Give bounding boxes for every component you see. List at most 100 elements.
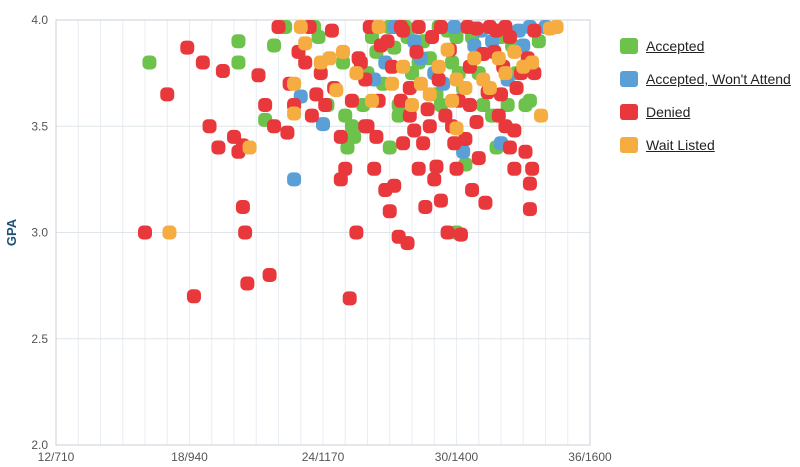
data-point-2 bbox=[313, 66, 328, 81]
data-point-1 bbox=[316, 117, 330, 132]
data-point-2 bbox=[522, 202, 537, 217]
data-point-3 bbox=[467, 51, 482, 66]
data-point-2 bbox=[324, 23, 339, 38]
data-point-2 bbox=[382, 204, 397, 219]
data-point-2 bbox=[409, 44, 424, 59]
data-point-3 bbox=[298, 36, 313, 51]
data-point-1 bbox=[447, 20, 462, 34]
x-tick-label: 30/1400 bbox=[435, 450, 479, 464]
data-point-2 bbox=[360, 119, 375, 134]
legend-label: Accepted bbox=[646, 38, 705, 54]
data-point-2 bbox=[262, 268, 277, 282]
plot-frame bbox=[55, 19, 591, 446]
data-point-0 bbox=[267, 38, 282, 53]
data-point-2 bbox=[258, 98, 273, 112]
data-point-3 bbox=[384, 76, 399, 91]
data-point-0 bbox=[311, 30, 326, 44]
data-point-2 bbox=[351, 51, 366, 66]
y-tick-label: 2.5 bbox=[31, 332, 48, 346]
data-point-0 bbox=[336, 55, 351, 70]
legend-swatch-accepted-wont-attend bbox=[620, 71, 638, 87]
legend-swatch-wait-listed bbox=[620, 137, 638, 153]
data-point-2 bbox=[509, 81, 524, 95]
legend: Accepted Accepted, Won't Attend Denied W… bbox=[620, 36, 791, 168]
data-point-2 bbox=[318, 98, 333, 112]
data-point-2 bbox=[369, 129, 384, 144]
data-point-2 bbox=[433, 193, 448, 208]
data-point-2 bbox=[491, 108, 506, 123]
legend-label: Denied bbox=[646, 104, 691, 120]
data-point-2 bbox=[427, 172, 442, 187]
y-tick-label: 3.0 bbox=[31, 226, 48, 240]
data-point-2 bbox=[215, 64, 230, 78]
data-point-2 bbox=[431, 72, 446, 87]
x-tick-label: 12/710 bbox=[38, 450, 75, 464]
data-point-3 bbox=[534, 108, 549, 123]
data-point-3 bbox=[458, 81, 473, 95]
data-point-0 bbox=[445, 55, 460, 70]
data-point-3 bbox=[371, 20, 386, 34]
data-point-2 bbox=[458, 132, 473, 146]
data-point-3 bbox=[498, 66, 513, 81]
data-point-2 bbox=[498, 20, 513, 34]
data-point-2 bbox=[425, 30, 440, 44]
data-point-0 bbox=[382, 140, 397, 155]
data-point-2 bbox=[418, 200, 433, 214]
data-point-0 bbox=[531, 34, 546, 49]
data-point-2 bbox=[507, 161, 522, 176]
data-point-2 bbox=[411, 161, 426, 176]
data-point-0 bbox=[391, 108, 406, 123]
data-point-1 bbox=[407, 34, 422, 49]
data-point-3 bbox=[364, 93, 379, 108]
data-point-3 bbox=[405, 98, 419, 112]
data-point-3 bbox=[287, 76, 302, 91]
data-point-2 bbox=[251, 68, 266, 83]
data-point-2 bbox=[527, 66, 542, 81]
data-point-3 bbox=[422, 87, 437, 102]
data-point-2 bbox=[438, 108, 453, 123]
data-point-0 bbox=[433, 98, 448, 112]
data-point-2 bbox=[304, 108, 319, 123]
y-tick-label: 4.0 bbox=[31, 13, 48, 27]
legend-swatch-denied bbox=[620, 104, 638, 120]
data-point-2 bbox=[202, 119, 217, 134]
data-point-2 bbox=[195, 55, 210, 70]
data-point-2 bbox=[527, 23, 542, 38]
data-point-3 bbox=[507, 44, 522, 59]
data-point-2 bbox=[440, 225, 455, 240]
data-point-2 bbox=[240, 276, 255, 291]
data-point-3 bbox=[322, 51, 337, 66]
data-point-2 bbox=[342, 291, 357, 306]
legend-item-wait-listed[interactable]: Wait Listed bbox=[620, 135, 791, 155]
data-point-2 bbox=[507, 123, 522, 138]
legend-item-accepted-wont-attend[interactable]: Accepted, Won't Attend bbox=[620, 69, 791, 89]
data-point-3 bbox=[440, 42, 455, 57]
data-point-3 bbox=[482, 81, 497, 95]
data-point-2 bbox=[396, 136, 411, 151]
data-point-2 bbox=[460, 20, 475, 34]
data-point-2 bbox=[271, 20, 286, 34]
data-point-3 bbox=[549, 20, 564, 34]
data-point-2 bbox=[309, 87, 324, 102]
data-point-3 bbox=[431, 59, 446, 74]
data-point-3 bbox=[242, 140, 257, 155]
data-point-2 bbox=[380, 34, 395, 49]
data-point-2 bbox=[180, 40, 195, 55]
legend-item-denied[interactable]: Denied bbox=[620, 102, 791, 122]
data-point-2 bbox=[349, 225, 364, 240]
data-point-2 bbox=[393, 93, 408, 108]
data-point-3 bbox=[396, 59, 411, 74]
data-point-2 bbox=[420, 102, 435, 117]
data-point-3 bbox=[293, 20, 308, 34]
data-point-2 bbox=[211, 140, 226, 155]
legend-item-accepted[interactable]: Accepted bbox=[620, 36, 791, 56]
data-point-0 bbox=[231, 34, 246, 49]
data-point-2 bbox=[525, 161, 540, 176]
legend-label: Wait Listed bbox=[646, 137, 715, 153]
data-point-0 bbox=[338, 108, 353, 123]
data-point-0 bbox=[231, 55, 246, 70]
data-point-2 bbox=[502, 140, 517, 155]
data-point-3 bbox=[449, 121, 464, 136]
data-point-3 bbox=[162, 225, 177, 240]
